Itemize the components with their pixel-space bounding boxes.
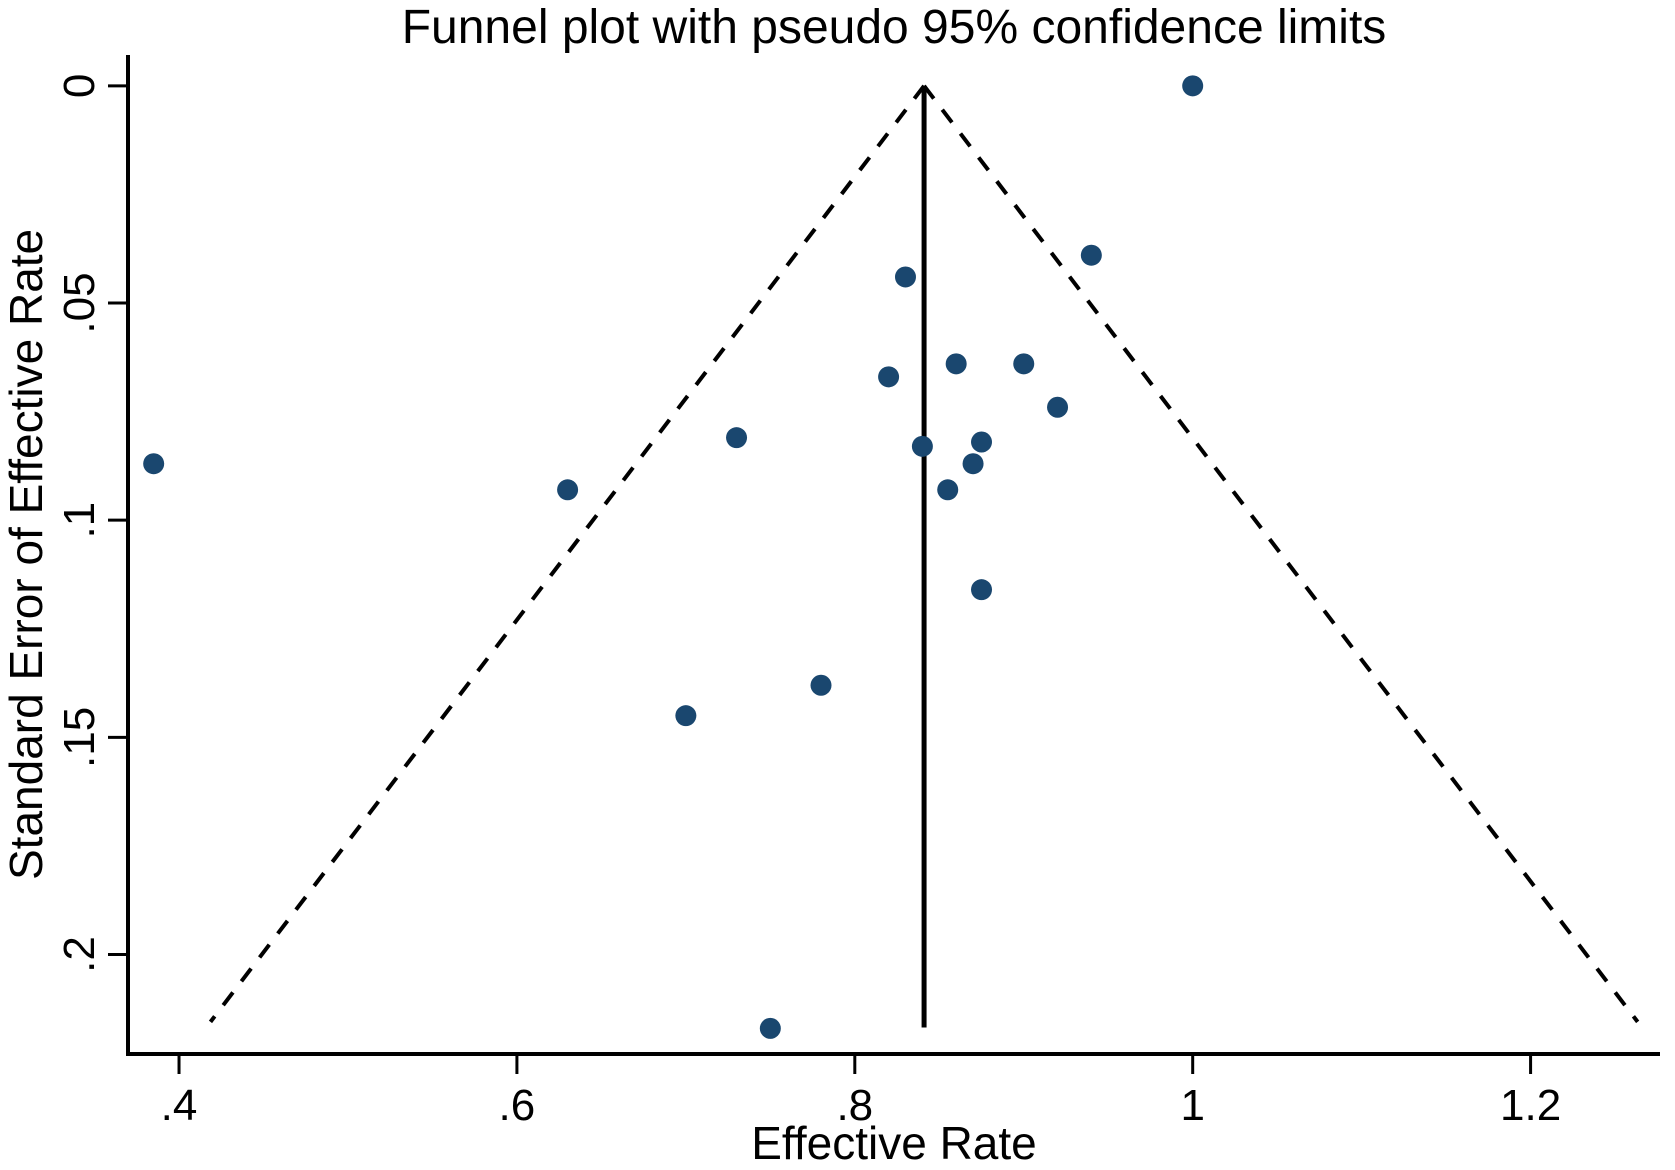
y-tick-label: .1 xyxy=(55,502,104,539)
chart-title: Funnel plot with pseudo 95% confidence l… xyxy=(401,1,1387,54)
data-point xyxy=(1080,244,1102,266)
x-tick-label: .6 xyxy=(499,1081,536,1130)
data-point xyxy=(962,453,984,475)
data-point xyxy=(971,579,993,601)
x-tick-label: .8 xyxy=(836,1081,873,1130)
data-point xyxy=(675,705,697,727)
y-tick-label: .2 xyxy=(55,936,104,973)
data-point xyxy=(810,674,832,696)
x-tick-label: 1 xyxy=(1180,1081,1204,1130)
y-tick-label: .15 xyxy=(55,707,104,768)
data-point xyxy=(1182,75,1204,97)
data-point xyxy=(143,453,165,475)
data-point xyxy=(1013,353,1035,375)
data-point xyxy=(878,366,900,388)
data-point xyxy=(945,353,967,375)
data-point xyxy=(1047,396,1069,418)
x-tick-label: 1.2 xyxy=(1500,1081,1561,1130)
data-point xyxy=(726,427,748,449)
x-tick-label: .4 xyxy=(161,1081,198,1130)
funnel-left-limit-line xyxy=(208,84,926,1024)
data-point xyxy=(971,431,993,453)
data-point xyxy=(937,479,959,501)
x-axis-title: Effective Rate xyxy=(751,1117,1037,1169)
data-point xyxy=(557,479,579,501)
funnel-right-limit-line xyxy=(922,84,1640,1024)
y-tick-label: 0 xyxy=(55,74,104,98)
y-tick-label: .05 xyxy=(55,272,104,333)
data-point xyxy=(911,435,933,457)
data-point xyxy=(759,1017,781,1039)
data-point xyxy=(894,266,916,288)
